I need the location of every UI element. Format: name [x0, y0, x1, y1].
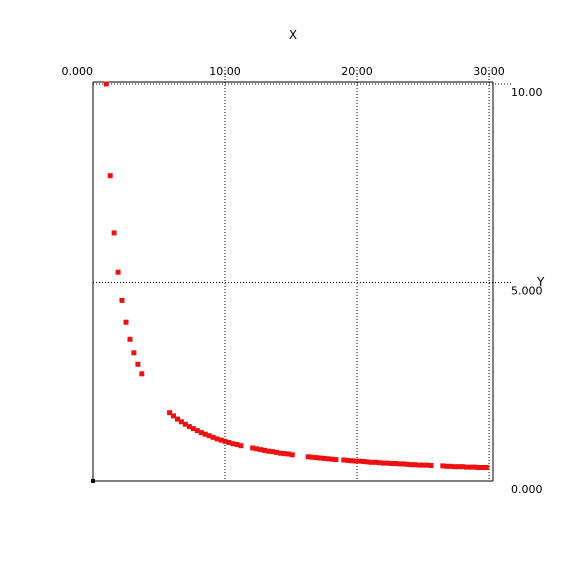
data-point — [353, 458, 359, 464]
data-point — [357, 458, 363, 464]
data-point — [289, 452, 295, 458]
data-point — [190, 426, 196, 432]
data-point — [254, 446, 260, 452]
data-point — [119, 297, 125, 303]
data-point — [278, 450, 283, 456]
data-point — [274, 449, 279, 455]
y-tick-label: 5.000 — [511, 284, 543, 297]
data-point — [424, 462, 430, 468]
data-point — [285, 451, 291, 457]
data-point — [230, 441, 236, 447]
data-point — [476, 465, 481, 470]
x-axis-title: X — [289, 28, 297, 42]
data-point — [175, 416, 180, 422]
data-point — [270, 449, 275, 455]
data-point — [361, 459, 367, 464]
data-point — [258, 447, 264, 453]
data-point — [262, 447, 268, 453]
data-point — [325, 456, 331, 462]
data-point — [226, 440, 232, 445]
data-point — [472, 464, 477, 470]
data-point — [238, 443, 244, 449]
data-point — [464, 464, 470, 470]
data-point — [460, 464, 466, 470]
data-point — [456, 464, 462, 470]
data-point — [202, 431, 208, 437]
data-point — [377, 460, 382, 466]
data-point — [428, 463, 434, 468]
data-point — [222, 438, 228, 444]
data-point — [388, 461, 394, 466]
data-point — [313, 455, 319, 461]
data-point — [321, 455, 327, 461]
data-point — [479, 465, 485, 470]
data-point — [178, 419, 184, 425]
y-tick-label: 0.000 — [511, 483, 543, 496]
data-point — [452, 464, 458, 470]
data-point — [483, 465, 489, 470]
data-point — [194, 428, 200, 434]
data-point — [380, 460, 386, 466]
grid-lines — [93, 67, 513, 481]
data-point — [345, 457, 351, 463]
data-point — [373, 459, 378, 465]
axes — [91, 81, 494, 483]
data-points — [103, 81, 489, 470]
data-point — [234, 442, 240, 447]
data-point — [448, 463, 454, 469]
data-point — [281, 451, 287, 457]
x-tick-label: 20.00 — [341, 65, 373, 78]
data-point — [400, 461, 406, 467]
data-point — [369, 459, 374, 465]
data-point — [250, 445, 256, 451]
data-point — [139, 371, 145, 377]
data-point — [309, 454, 315, 460]
data-point — [349, 458, 355, 464]
data-point — [329, 456, 335, 462]
data-point — [103, 81, 109, 87]
data-point — [167, 410, 173, 416]
data-point — [365, 459, 371, 465]
data-point — [392, 461, 398, 466]
x-tick-label: 0.000 — [62, 65, 94, 78]
data-point — [218, 437, 224, 443]
data-point — [210, 434, 216, 440]
data-point — [305, 454, 311, 460]
data-point — [468, 464, 474, 470]
data-point — [107, 173, 113, 179]
x-tick-label: 30.00 — [473, 65, 505, 78]
data-point — [198, 430, 204, 436]
data-point — [412, 462, 418, 468]
origin-marker — [91, 479, 95, 483]
data-point — [135, 361, 141, 367]
data-point — [341, 457, 347, 463]
x-tick-label: 10.00 — [209, 65, 241, 78]
y-tick-label: 10.00 — [511, 86, 543, 99]
data-point — [123, 319, 129, 325]
data-point — [440, 463, 446, 469]
data-point — [127, 336, 133, 342]
data-point — [266, 448, 272, 454]
data-point — [408, 462, 414, 468]
data-point — [444, 463, 450, 469]
data-point — [317, 455, 323, 461]
data-point — [333, 457, 339, 463]
data-point — [186, 424, 192, 430]
data-point — [416, 462, 422, 468]
data-point — [420, 462, 426, 468]
data-point — [131, 350, 137, 356]
y-axis-title: Y — [536, 275, 545, 289]
data-point — [171, 413, 176, 419]
data-point — [396, 461, 402, 467]
data-point — [115, 269, 121, 275]
data-point — [111, 230, 117, 236]
data-point — [214, 436, 220, 442]
data-point — [182, 421, 188, 427]
data-point — [404, 461, 410, 467]
data-point — [384, 460, 390, 466]
data-point — [206, 433, 212, 439]
tick-labels: 0.000 10.00 20.00 30.00 0.000 5.000 10.00 — [62, 65, 543, 496]
